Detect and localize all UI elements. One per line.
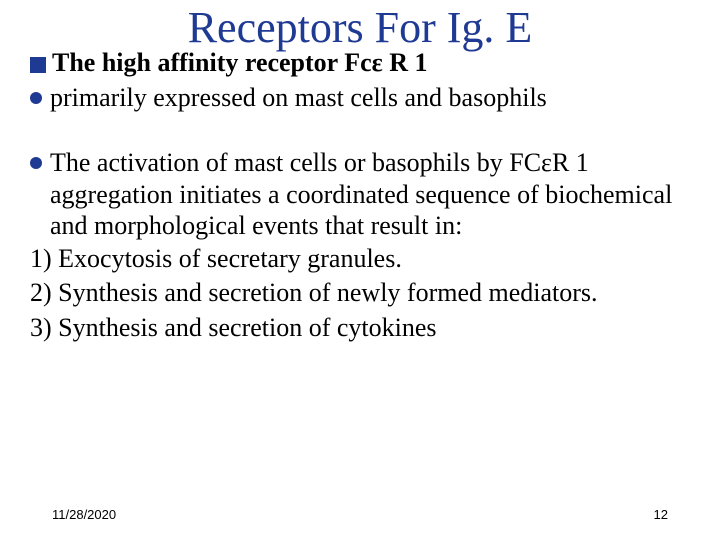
footer-date: 11/28/2020 [52,507,116,522]
bullet-1-text: primarily expressed on mast cells and ba… [50,82,547,113]
numbered-item-1: 1) Exocytosis of secretary granules. [30,243,690,276]
section-bullet-icon [30,57,46,73]
numbered-item-2: 2) Synthesis and secretion of newly form… [30,277,690,310]
footer: 11/28/2020 12 [0,507,720,522]
bullet-row-2: The activation of mast cells or basophil… [30,147,690,241]
section-row: The high affinity receptor Fcε R 1 [30,47,690,78]
bullet-dot-icon [30,157,42,169]
footer-page-number: 12 [654,507,668,522]
bullet-dot-icon [30,92,42,104]
bullet-2-text: The activation of mast cells or basophil… [50,147,690,241]
bullet-row-1: primarily expressed on mast cells and ba… [30,82,690,113]
slide: Receptors For Ig. E The high affinity re… [0,2,720,540]
slide-title: Receptors For Ig. E [30,2,690,53]
numbered-item-3: 3) Synthesis and secretion of cytokines [30,312,690,345]
section-heading: The high affinity receptor Fcε R 1 [52,47,428,78]
